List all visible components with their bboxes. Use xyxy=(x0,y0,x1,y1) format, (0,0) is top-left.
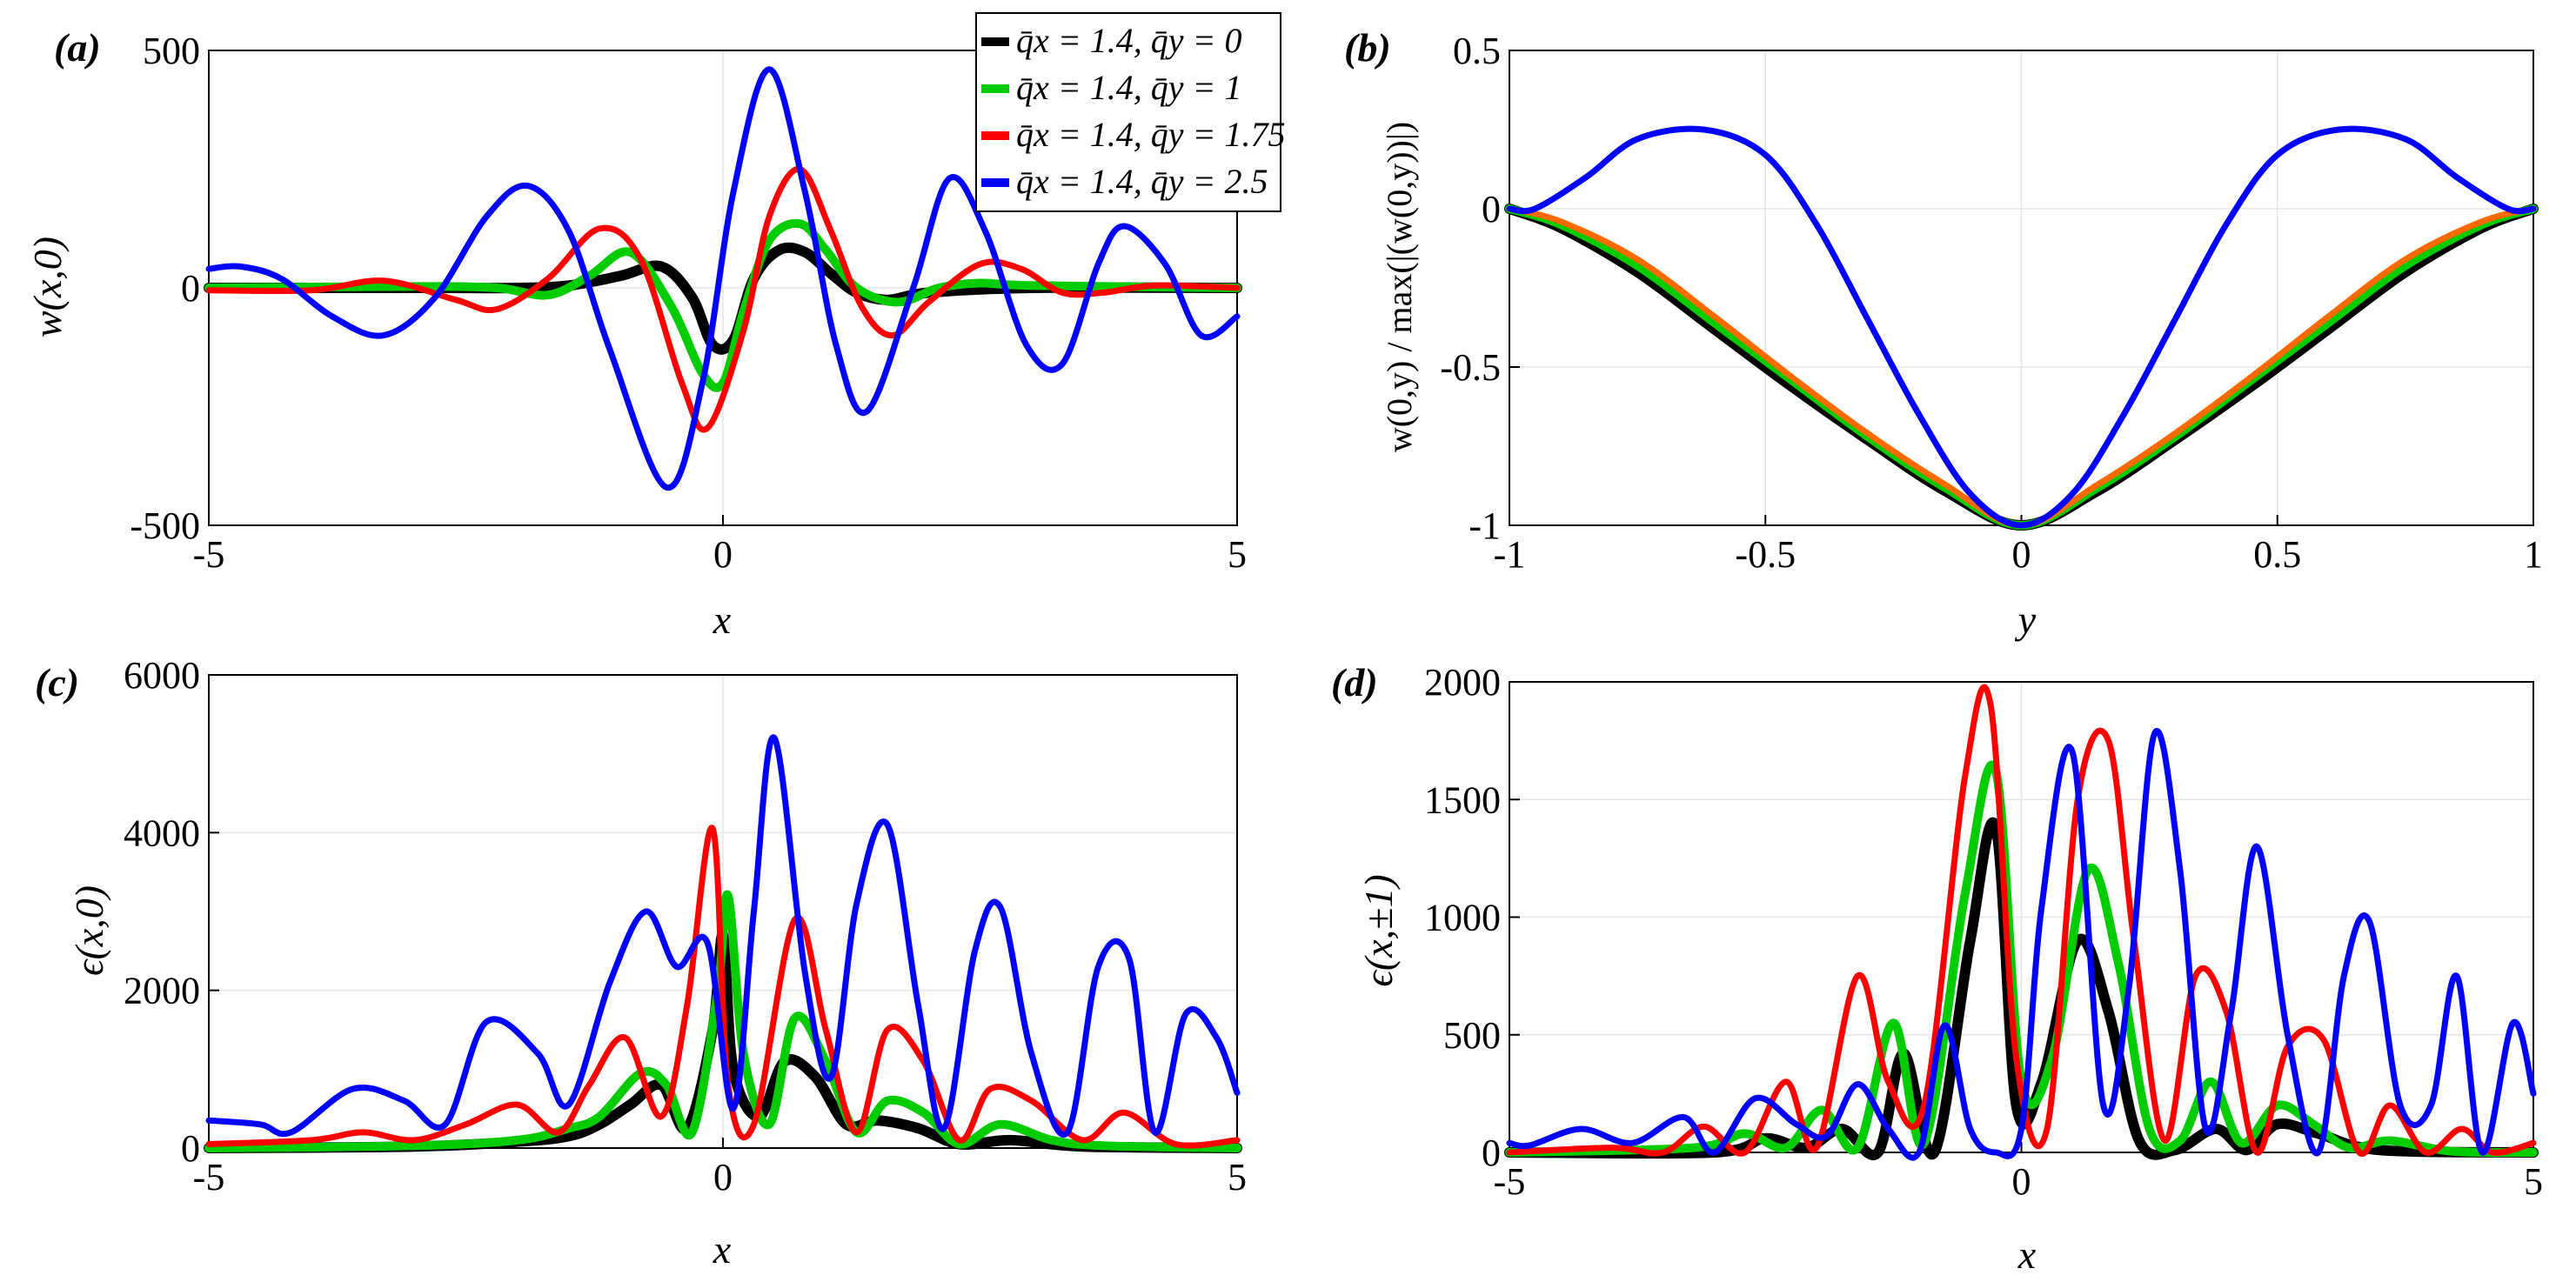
plot-frame xyxy=(1509,681,2534,1153)
panel-d-label: (d) xyxy=(1331,660,1378,704)
panel-a-xlabel: x xyxy=(713,598,732,642)
panel-b: -1 -0.5 0 0.5 1 -1 -0.5 0 0.5 (b) y w(0,y) / max… xyxy=(1344,25,2543,642)
x-tick-label: 0 xyxy=(713,1156,733,1199)
panel-c-lines xyxy=(204,734,1242,1153)
y-tick-label: 0 xyxy=(1482,1132,1501,1174)
y-tick-label: 6000 xyxy=(124,654,200,697)
panel-c-xlabel: x xyxy=(713,1227,732,1272)
y-tick-label: -500 xyxy=(130,504,200,547)
panel-b-lines xyxy=(1504,125,2539,531)
series-line-4 xyxy=(1506,125,2537,529)
y-tick-label: -0.5 xyxy=(1440,346,1501,389)
panel-d-xlabel: x xyxy=(2017,1232,2037,1277)
panel-b-xlabel: y xyxy=(2015,598,2037,642)
y-tick-label: 1500 xyxy=(1424,778,1501,821)
x-tick-label: -0.5 xyxy=(1735,533,1796,576)
series-line-4 xyxy=(1506,728,2537,1161)
y-tick-label: 2000 xyxy=(1424,661,1501,704)
panel-b-axes: -1 -0.5 0 0.5 1 -1 -0.5 0 0.5 xyxy=(1440,30,2543,576)
legend-label: q̄x = 1.4, q̄y = 2.5 xyxy=(1016,162,1268,201)
panel-d-lines xyxy=(1504,684,2539,1161)
y-tick-label: 0.5 xyxy=(1453,30,1501,72)
y-tick-label: 500 xyxy=(1443,1014,1501,1057)
x-tick-label: 0 xyxy=(2012,533,2031,576)
legend-label: q̄x = 1.4, q̄y = 0 xyxy=(1016,21,1242,60)
x-tick-label: -5 xyxy=(193,533,225,576)
x-tick-label: 0 xyxy=(2012,1160,2031,1203)
legend-box xyxy=(975,12,1281,212)
y-tick-label: 4000 xyxy=(124,811,200,854)
y-tick-label: 0 xyxy=(181,1127,200,1170)
x-tick-label: -5 xyxy=(1494,1160,1526,1203)
x-tick-label: 0.5 xyxy=(2253,533,2301,576)
panel-c-ylabel: ϵ(x,0) xyxy=(67,885,111,976)
series-line-4 xyxy=(205,734,1241,1138)
y-tick-label: 1000 xyxy=(1424,897,1501,939)
x-tick-label: 0 xyxy=(713,533,733,576)
x-tick-label: -5 xyxy=(193,1156,225,1199)
legend: q̄x = 1.4, q̄y = 0 q̄x = 1.4, q̄y = 1 q̄… xyxy=(975,12,1286,212)
panel-c-label: (c) xyxy=(35,660,79,704)
y-tick-label: 0 xyxy=(1482,188,1501,230)
x-tick-label: 5 xyxy=(1228,533,1247,576)
panel-a-ylabel: w(x,0) xyxy=(25,237,70,337)
legend-item: q̄x = 1.4, q̄y = 1.75 xyxy=(981,115,1286,154)
series-line-3 xyxy=(205,825,1241,1149)
legend-item: q̄x = 1.4, q̄y = 1 xyxy=(981,68,1242,107)
x-tick-label: -1 xyxy=(1494,533,1526,576)
y-tick-label: 500 xyxy=(143,30,200,72)
y-tick-label: -1 xyxy=(1469,504,1501,547)
series-line-3 xyxy=(1506,684,2537,1158)
plot-frame xyxy=(208,674,1238,1149)
y-tick-label: 0 xyxy=(181,267,200,310)
legend-label: q̄x = 1.4, q̄y = 1 xyxy=(1016,68,1242,107)
x-tick-label: 5 xyxy=(2524,1160,2543,1203)
legend-item: q̄x = 1.4, q̄y = 2.5 xyxy=(981,162,1268,201)
panel-b-ylabel: w(0,y) / max(|(w(0,y))|) xyxy=(1380,122,1419,452)
series-line-4 xyxy=(205,66,1241,491)
panel-b-label: (b) xyxy=(1344,25,1391,70)
legend-item: q̄x = 1.4, q̄y = 0 xyxy=(981,21,1242,60)
x-tick-label: 5 xyxy=(1228,1156,1247,1199)
panel-d-ylabel: ϵ(x,±1) xyxy=(1356,874,1401,986)
panel-a-label: (a) xyxy=(54,25,101,70)
series-line-2 xyxy=(204,218,1241,392)
y-tick-label: 2000 xyxy=(124,970,200,1012)
panel-a-lines xyxy=(204,66,1242,491)
legend-label: q̄x = 1.4, q̄y = 1.75 xyxy=(1016,115,1286,154)
series-line-3 xyxy=(205,165,1241,433)
x-tick-label: 1 xyxy=(2524,533,2543,576)
